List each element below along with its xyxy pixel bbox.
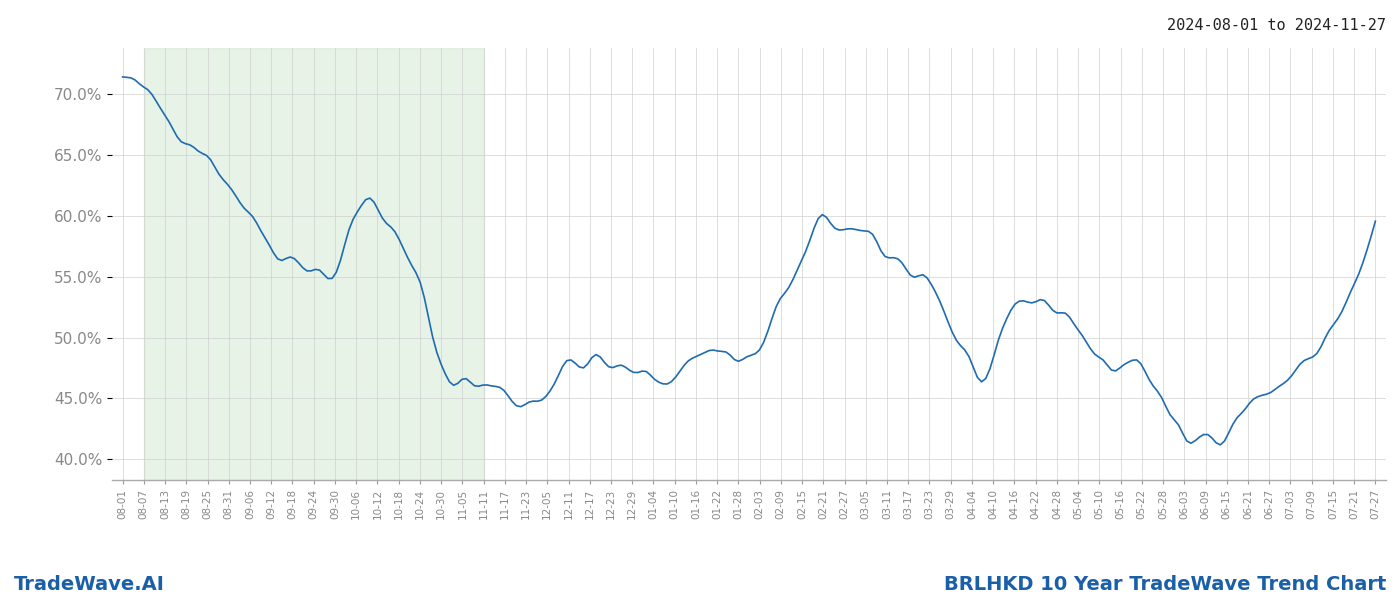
Text: TradeWave.AI: TradeWave.AI	[14, 575, 165, 594]
Text: 2024-08-01 to 2024-11-27: 2024-08-01 to 2024-11-27	[1168, 18, 1386, 33]
Text: BRLHKD 10 Year TradeWave Trend Chart: BRLHKD 10 Year TradeWave Trend Chart	[944, 575, 1386, 594]
Bar	[144, 48, 483, 480]
